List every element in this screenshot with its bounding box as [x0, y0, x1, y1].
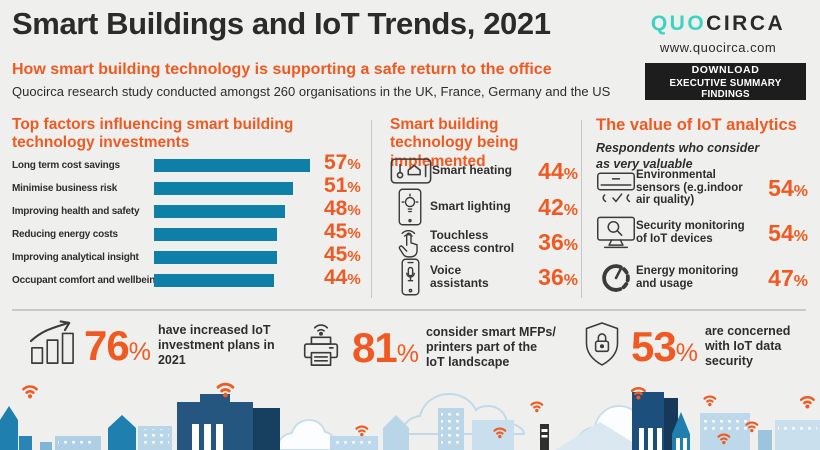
stat-security: 53% are concerned with IoT data security [581, 320, 803, 373]
bar [154, 228, 318, 241]
bar-row: Improving analytical insight 45% [12, 243, 372, 268]
page-subtitle: How smart building technology is support… [12, 61, 552, 78]
bar-row: Reducing energy costs 45% [12, 220, 372, 245]
city-skyline-illustration [0, 382, 820, 450]
stat-value: 81% [352, 323, 419, 371]
air-conditioner-icon [596, 171, 636, 205]
bar-value: 45% [324, 243, 361, 266]
download-button-line2: EXECUTIVE SUMMARY FINDINGS [669, 77, 782, 100]
analytics-item-value: 47% [768, 264, 808, 291]
implemented-item-label: Touchless access control [430, 227, 515, 255]
security-monitor-icon [596, 215, 636, 251]
bar-value: 44% [324, 266, 361, 289]
analytics-item-label: Energy monitoring and usage [636, 265, 739, 290]
bar-label: Improving analytical insight [12, 252, 139, 263]
growth-chart-icon [28, 320, 76, 371]
bar-label: Occupant comfort and wellbeing [12, 275, 162, 286]
implemented-item-label: Voice assistants [430, 262, 489, 290]
bar-label: Long term cost savings [12, 160, 120, 171]
implemented-item-label: Smart heating [432, 163, 513, 178]
study-description: Quocirca research study conducted amongs… [12, 84, 611, 99]
quocirca-logo: QUOCIRCA [650, 12, 786, 35]
printer-wifi-icon [298, 320, 344, 375]
implemented-item-value: 36% [538, 228, 578, 255]
analytics-item: Security monitoring of IoT devices 54% [596, 213, 808, 253]
stat-investment: 76% have increased IoT investment plans … [28, 320, 276, 371]
implemented-item: Smart lighting 42% [390, 188, 578, 226]
implemented-item: Voice assistants 36% [390, 258, 578, 296]
bar [154, 205, 318, 218]
download-button-line1: DOWNLOAD [691, 63, 760, 76]
analytics-item-value: 54% [768, 219, 808, 246]
column-divider [371, 120, 372, 298]
implemented-item-label: Smart lighting [430, 199, 511, 214]
bar-label: Minimise business risk [12, 183, 118, 194]
section-divider [12, 309, 806, 311]
analytics-item: Energy monitoring and usage 47% [596, 258, 808, 298]
bar [154, 182, 318, 195]
implemented-item: Touchless access control 36% [390, 224, 578, 260]
smart-lighting-icon [390, 188, 430, 226]
bar-chart-title: Top factors influencing smart building t… [12, 116, 294, 152]
voice-assistant-icon [390, 258, 430, 296]
bar-label: Improving health and safety [12, 206, 140, 217]
stat-label: are concerned with IoT data security [704, 324, 791, 368]
shield-lock-icon [581, 320, 623, 373]
energy-gauge-icon [596, 261, 636, 295]
bar-value: 48% [324, 197, 361, 220]
analytics-item-label: Security monitoring of IoT devices [636, 220, 745, 245]
bar-row: Improving health and safety 48% [12, 197, 372, 222]
implemented-item-value: 36% [538, 263, 578, 290]
bar-row: Occupant comfort and wellbeing 44% [12, 266, 372, 291]
page-title: Smart Buildings and IoT Trends, 2021 [12, 6, 551, 41]
bar-chart-section: Top factors influencing smart building t… [12, 116, 368, 153]
bar [154, 251, 318, 264]
analytics-section: The value of IoT analytics Respondents w… [596, 116, 808, 173]
bar [154, 159, 318, 172]
website-link[interactable]: www.quocirca.com [659, 40, 777, 55]
implemented-item-value: 42% [538, 193, 578, 220]
bar [154, 274, 318, 287]
quocirca-logo-block: QUOCIRCA www.quocirca.com [618, 12, 818, 55]
bar-value: 45% [324, 220, 361, 243]
bar-value: 57% [324, 151, 361, 174]
stat-value: 53% [631, 322, 698, 370]
smart-heating-icon [390, 155, 432, 187]
stat-label: have increased IoT investment plans in 2… [157, 323, 275, 367]
download-button[interactable]: DOWNLOAD EXECUTIVE SUMMARY FINDINGS [645, 63, 806, 100]
bar-row: Long term cost savings 57% [12, 151, 372, 176]
analytics-subtitle: Respondents who consider as very valuabl… [596, 141, 760, 172]
stat-value: 76% [84, 321, 151, 369]
bar-row: Minimise business risk 51% [12, 174, 372, 199]
column-divider [581, 120, 582, 298]
touchless-access-icon [390, 223, 430, 261]
analytics-item-value: 54% [768, 174, 808, 201]
implemented-item-value: 44% [538, 157, 578, 184]
analytics-item: Environmental sensors (e.g.indoor air qu… [596, 168, 808, 208]
bar-value: 51% [324, 174, 361, 197]
stat-printers: 81% consider smart MFPs/ printers part o… [298, 320, 558, 375]
analytics-item-label: Environmental sensors (e.g.indoor air qu… [636, 168, 743, 207]
analytics-title: The value of IoT analytics [596, 116, 797, 134]
bar-label: Reducing energy costs [12, 229, 118, 240]
implemented-item: Smart heating 44% [390, 154, 578, 188]
stat-label: consider smart MFPs/ printers part of th… [425, 325, 556, 369]
